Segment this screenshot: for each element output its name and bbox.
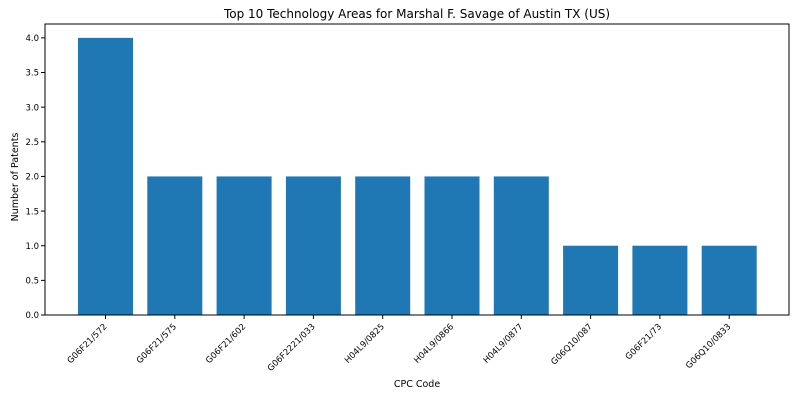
bars-layer [78,38,757,315]
y-axis-label: Number of Patents [10,133,21,222]
y-tick-label: 3.5 [25,69,39,79]
x-tick-label: G06F2221/033 [266,322,318,374]
bar-3 [217,176,272,315]
x-tick-label: G06F21/572 [66,322,110,366]
chart-title: Top 10 Technology Areas for Marshal F. S… [223,7,610,21]
bar-8 [563,246,618,315]
x-tick-label: H04L9/0866 [412,322,456,366]
y-tick-label: 0.0 [25,311,39,321]
x-tick-label: G06Q10/0833 [684,322,733,371]
bar-2 [147,176,202,315]
bar-10 [702,246,757,315]
y-tick-label: 1.0 [25,242,39,252]
y-tick-label: 2.0 [25,173,39,183]
x-ticks-layer: G06F21/572 G06F21/575 G06F21/602 G06F2221/0… [66,315,734,374]
y-tick-label: 1.5 [25,207,39,217]
y-tick-label: 2.5 [25,138,39,148]
y-ticks-layer: 0.0 0.5 1.0 1.5 2.0 2.5 3.0 3.5 4.0 [25,34,45,321]
y-tick-label: 0.5 [25,277,39,287]
bar-1 [78,38,133,315]
bar-4 [286,176,341,315]
x-tick-label: H04L9/0877 [482,322,526,366]
x-tick-label: G06F21/575 [135,322,179,366]
x-tick-label: G06F21/73 [624,322,664,362]
x-tick-label: G06F21/602 [204,322,248,366]
bar-6 [425,176,480,315]
bar-5 [355,176,410,315]
x-tick-label: G06Q10/087 [549,322,594,367]
y-tick-label: 4.0 [25,34,39,44]
x-axis-label: CPC Code [394,379,440,390]
y-tick-label: 3.0 [25,103,39,113]
x-tick-label: H04L9/0825 [343,322,387,366]
bar-9 [632,246,687,315]
bar-7 [494,176,549,315]
